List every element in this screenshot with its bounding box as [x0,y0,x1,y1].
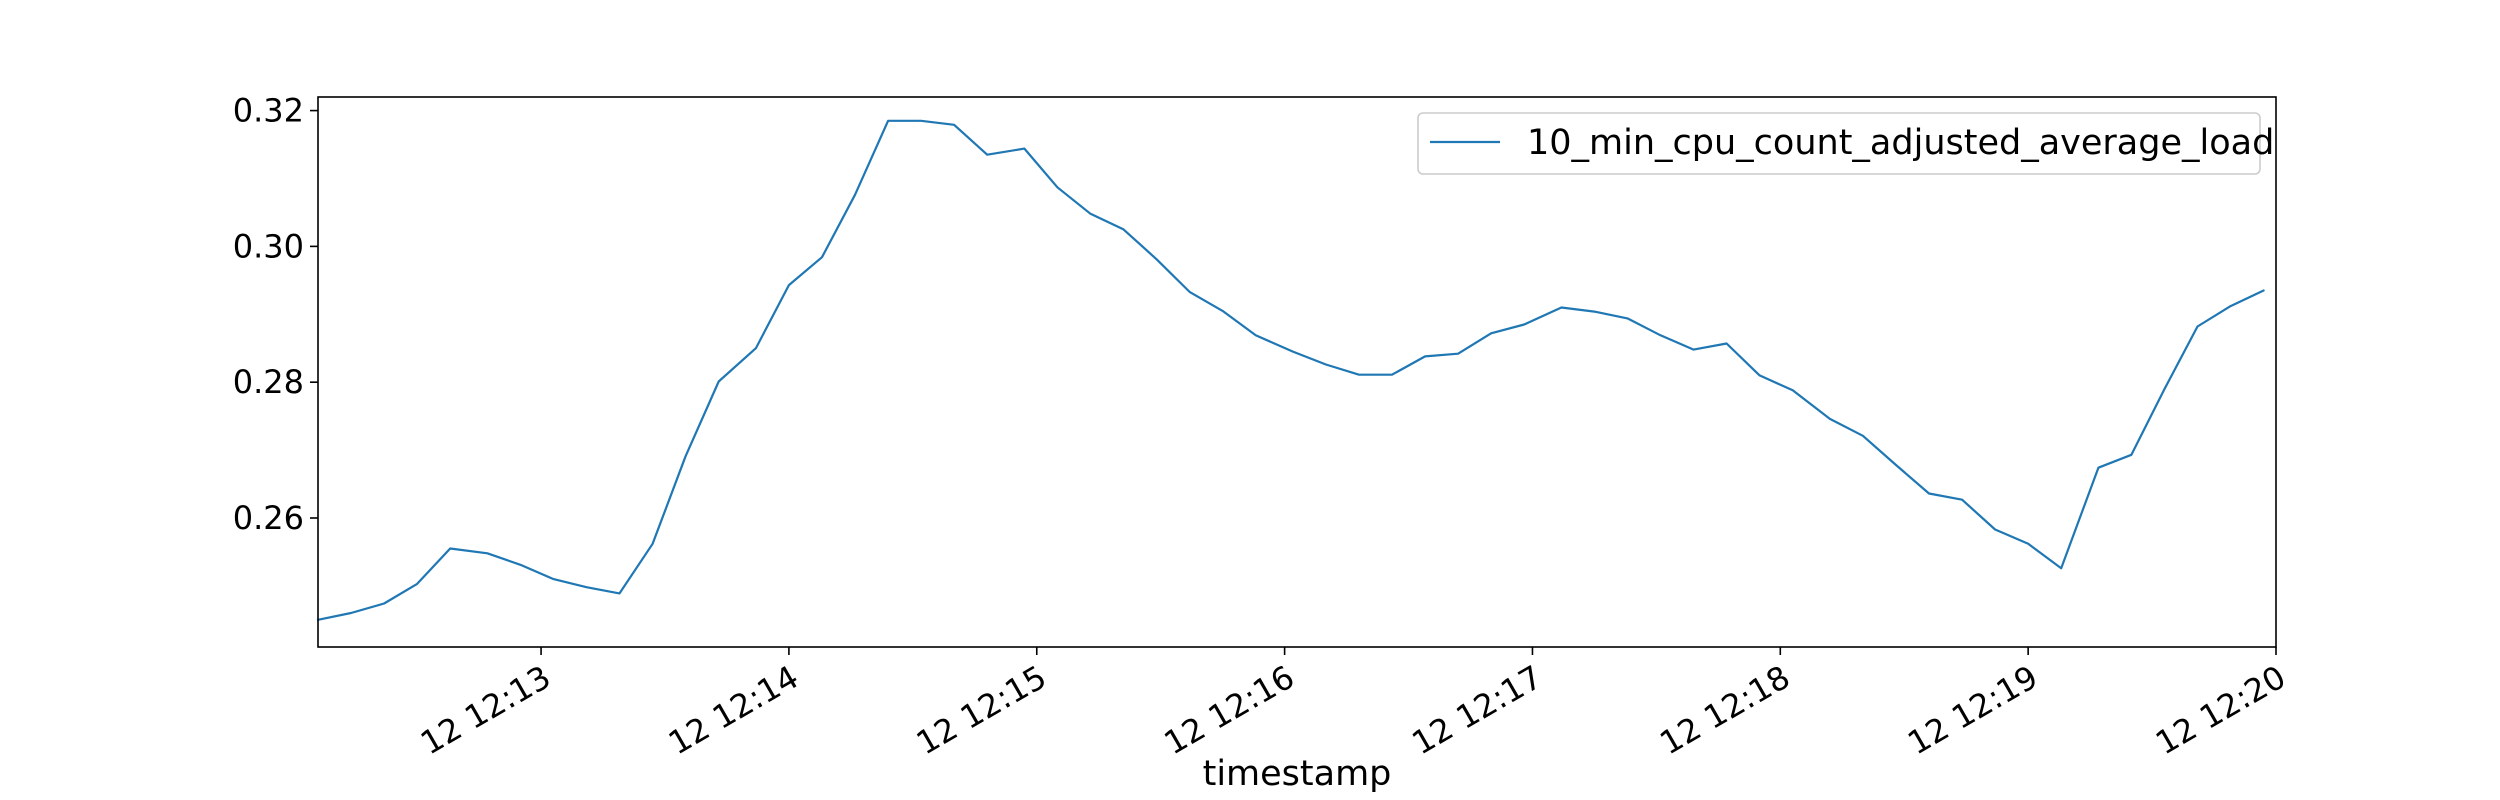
y-tick-label: 0.32 [233,92,304,130]
y-tick-label: 0.26 [233,499,304,537]
plot-area [316,96,2277,648]
y-tick-label: 0.28 [233,363,304,401]
plot-background [318,97,2276,647]
legend-label: 10_min_cpu_count_adjusted_average_load [1527,123,2274,163]
y-tick-label: 0.30 [233,227,304,265]
series-line [316,119,2265,621]
legend: 10_min_cpu_count_adjusted_average_load [1417,112,2274,175]
legend-box [1417,112,2261,175]
x-axis-title: timestamp [1203,754,1392,794]
plot-frame [317,96,2277,648]
y-axis: 0.26 0.28 0.30 0.32 [233,92,318,537]
